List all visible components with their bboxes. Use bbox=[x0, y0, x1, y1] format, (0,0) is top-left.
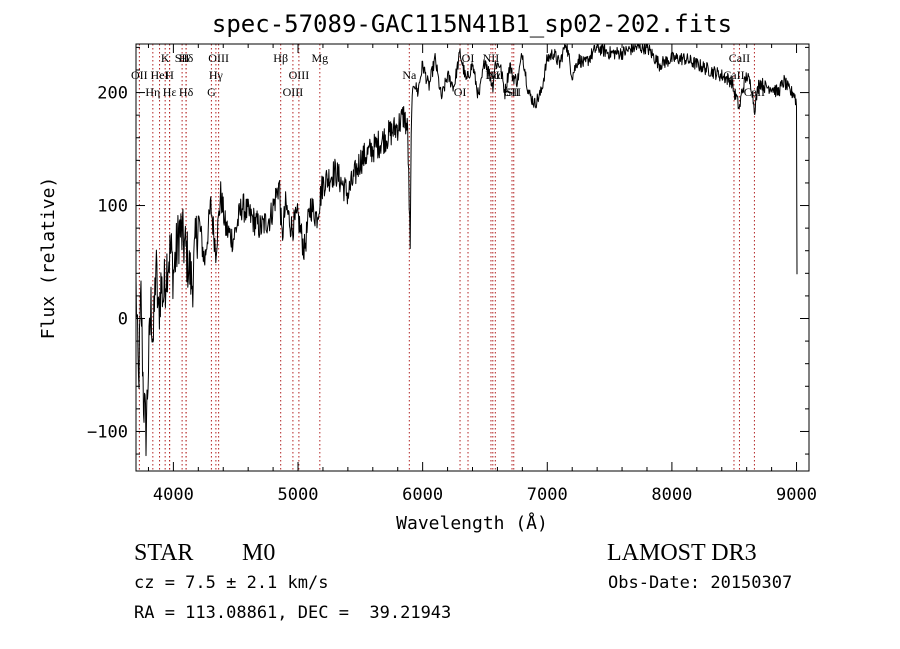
x-tick-label: 4000 bbox=[153, 485, 194, 505]
line-label: SII bbox=[505, 85, 520, 99]
line-label: Mg bbox=[311, 51, 328, 65]
sky-coordinates: RA = 113.08861, DEC = 39.21943 bbox=[134, 603, 452, 623]
spectrum-series bbox=[135, 43, 798, 457]
line-label: HeI bbox=[151, 68, 169, 82]
line-label: SII bbox=[175, 51, 190, 65]
y-tick-label: 0 bbox=[118, 310, 128, 330]
x-tick-label: 8000 bbox=[651, 485, 692, 505]
emission-line-labels: HδOIIHεKHeIHηSIIHHδOIIIHγGHβOIIIOIIIMgNa… bbox=[131, 51, 765, 99]
object-subclass: M0 bbox=[242, 540, 276, 566]
y-tick-label: 100 bbox=[97, 197, 128, 217]
line-label: Na bbox=[402, 68, 417, 82]
line-label: Hη bbox=[145, 85, 160, 99]
x-axis: 4000 5000 6000 7000 8000 9000 bbox=[147, 44, 817, 505]
line-label: OIII bbox=[283, 85, 304, 99]
observation-date: Obs-Date: 20150307 bbox=[608, 573, 793, 593]
y-axis-label: Flux (relative) bbox=[38, 177, 59, 340]
line-label: Hε bbox=[163, 85, 177, 99]
line-label: G bbox=[207, 85, 216, 99]
line-label: NII bbox=[487, 68, 504, 82]
line-label: Hδ bbox=[179, 85, 194, 99]
line-label: CaII bbox=[729, 51, 750, 65]
y-tick-label: −100 bbox=[87, 422, 128, 442]
plot-frame bbox=[135, 43, 810, 472]
line-label: OI bbox=[454, 85, 467, 99]
redshift-velocity: cz = 7.5 ± 2.1 km/s bbox=[134, 573, 329, 593]
line-label: Hβ bbox=[273, 51, 288, 65]
object-class: STAR bbox=[134, 540, 194, 566]
x-axis-label: Wavelength (Å) bbox=[396, 512, 548, 534]
y-axis: −100 0 100 200 bbox=[87, 46, 809, 455]
chart-title: spec-57089-GAC115N41B1_sp02-202.fits bbox=[212, 10, 732, 38]
y-tick-label: 200 bbox=[97, 84, 128, 104]
line-label: OIII bbox=[208, 51, 229, 65]
survey-name: LAMOST DR3 bbox=[607, 540, 757, 566]
line-label: Hδ bbox=[179, 51, 194, 65]
spectrum-line bbox=[135, 43, 798, 457]
emission-line-markers bbox=[138, 44, 755, 471]
x-tick-label: 7000 bbox=[527, 485, 568, 505]
line-label: SII bbox=[506, 85, 521, 99]
line-label: OIII bbox=[289, 68, 310, 82]
line-label: H bbox=[165, 68, 174, 82]
line-label: K bbox=[161, 51, 170, 65]
x-tick-label: 9000 bbox=[776, 485, 817, 505]
line-label: Hγ bbox=[209, 68, 224, 82]
line-label: OI bbox=[462, 51, 475, 65]
x-tick-label: 6000 bbox=[402, 485, 443, 505]
x-tick-label: 5000 bbox=[278, 485, 319, 505]
line-label: OII bbox=[131, 68, 148, 82]
